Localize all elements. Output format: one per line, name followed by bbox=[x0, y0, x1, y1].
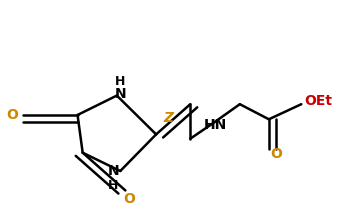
Text: HN: HN bbox=[204, 118, 227, 132]
Text: OEt: OEt bbox=[305, 94, 333, 108]
Text: N: N bbox=[108, 164, 119, 178]
Text: H: H bbox=[108, 179, 119, 192]
Text: O: O bbox=[6, 108, 18, 122]
Text: N: N bbox=[115, 87, 126, 102]
Text: O: O bbox=[270, 147, 282, 161]
Text: Z: Z bbox=[163, 111, 173, 125]
Text: O: O bbox=[123, 192, 135, 206]
Text: H: H bbox=[115, 75, 126, 88]
